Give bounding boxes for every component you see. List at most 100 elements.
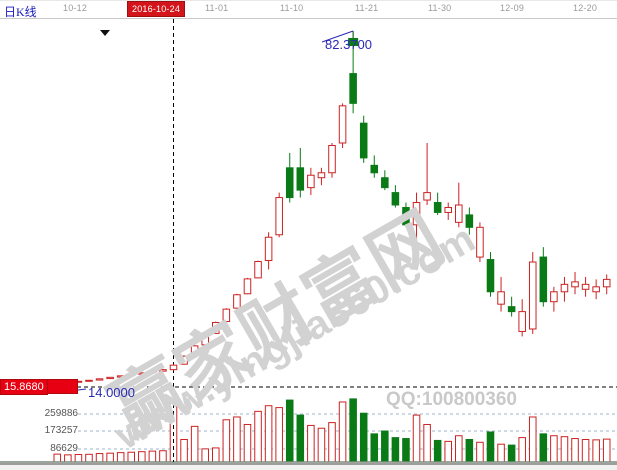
- volume-bar: [296, 414, 305, 463]
- volume-bar: [222, 419, 231, 463]
- candlestick: [338, 103, 347, 148]
- volume-bar: [275, 407, 283, 463]
- volume-bar: [507, 444, 516, 463]
- candlestick: [190, 344, 199, 356]
- candlestick: [381, 170, 389, 191]
- candlestick: [148, 370, 157, 374]
- volume-bar: [476, 441, 484, 463]
- volume-bar: [550, 435, 558, 463]
- candlestick: [602, 274, 611, 295]
- candlestick: [328, 143, 336, 178]
- candlestick: [127, 373, 136, 377]
- volume-bar: [169, 398, 178, 463]
- date-tick: 11-01: [205, 3, 229, 13]
- candlestick: [211, 321, 220, 334]
- candlestick: [254, 260, 262, 279]
- triangle-down-icon: [100, 30, 110, 36]
- date-tick: 11-10: [280, 3, 304, 13]
- volume-bar: [486, 431, 495, 463]
- volume-bar: [518, 437, 526, 463]
- candlestick: [497, 276, 505, 312]
- candlestick: [138, 372, 146, 375]
- candlestick: [433, 192, 442, 215]
- candlestick: [264, 232, 273, 270]
- volume-bar: [127, 451, 136, 463]
- volume-bar: [180, 438, 188, 463]
- candlestick: [349, 42, 357, 114]
- volume-bar: [528, 416, 537, 463]
- volume-bar: [116, 452, 125, 463]
- volume-bar: [370, 433, 379, 463]
- volume-bar: [423, 423, 431, 463]
- candlestick: [85, 379, 93, 382]
- volume-bar: [444, 440, 453, 463]
- candlestick: [106, 376, 114, 380]
- volume-bar: [85, 453, 93, 463]
- candlestick: [465, 207, 474, 235]
- candlestick: [581, 276, 590, 297]
- candlestick: [550, 286, 558, 312]
- candlestick: [359, 115, 368, 163]
- volume-bar: [201, 448, 209, 463]
- candlestick: [317, 167, 326, 186]
- volume-bar: [328, 422, 336, 463]
- volume-bar: [539, 433, 548, 463]
- volume-bar: [254, 410, 262, 463]
- candlestick: [275, 192, 283, 238]
- candlestick: [201, 333, 209, 346]
- candlestick: [592, 279, 600, 300]
- candlestick: [518, 299, 526, 337]
- candlestick: [412, 192, 421, 248]
- current-price-tag[interactable]: 15.8680: [0, 379, 48, 395]
- volume-bar: [602, 438, 611, 463]
- volume-bar: [243, 423, 252, 463]
- candlestick: [116, 375, 125, 378]
- volume-bar: [307, 424, 315, 463]
- volume-bar: [381, 430, 389, 463]
- candlestick: [243, 277, 252, 295]
- volume-bar: [138, 451, 146, 463]
- volume-tick-label: 86629: [50, 443, 78, 454]
- candlestick: [402, 202, 410, 228]
- low-price-label: 14.0000: [88, 385, 135, 400]
- candlestick: [285, 152, 294, 203]
- date-tick: 12-09: [500, 3, 525, 13]
- date-tick: 11-21: [355, 3, 379, 13]
- volume-bar: [465, 438, 474, 463]
- candlestick: [444, 202, 453, 220]
- volume-bar: [497, 443, 505, 463]
- candlestick: [169, 364, 178, 371]
- volume-bar: [592, 439, 600, 463]
- volume-tick-label: 173257: [44, 425, 78, 436]
- volume-bar: [581, 438, 590, 463]
- date-tick: 10-12: [63, 3, 88, 13]
- volume-bar: [433, 439, 442, 463]
- pane-separator: [0, 463, 617, 465]
- volume-tick-label: 259886: [44, 408, 78, 419]
- volume-bar: [148, 450, 157, 463]
- volume-bar: [95, 453, 104, 463]
- volume-bar: [264, 405, 273, 463]
- candlestick: [486, 252, 495, 297]
- volume-bar: [412, 414, 421, 463]
- candlestick: [539, 247, 548, 307]
- watermark-qq: QQ:100800360: [386, 389, 517, 410]
- volume-bar: [233, 416, 241, 463]
- volume-bar: [285, 399, 294, 463]
- date-tick-selected[interactable]: 2016-10-24: [127, 1, 186, 17]
- volume-bar: [359, 412, 368, 463]
- candlestick: [391, 185, 400, 208]
- volume-bar: [317, 427, 326, 463]
- candlestick: [95, 378, 104, 381]
- panel-title: 日K线: [4, 5, 37, 19]
- peak-price-label: 82.3700: [325, 37, 372, 52]
- candlestick: [307, 167, 315, 196]
- volume-bar: [338, 401, 347, 463]
- date-tick: 11-30: [428, 3, 452, 13]
- volume-bar: [391, 437, 400, 463]
- pane-footer: [0, 465, 617, 470]
- candlestick: [296, 147, 305, 198]
